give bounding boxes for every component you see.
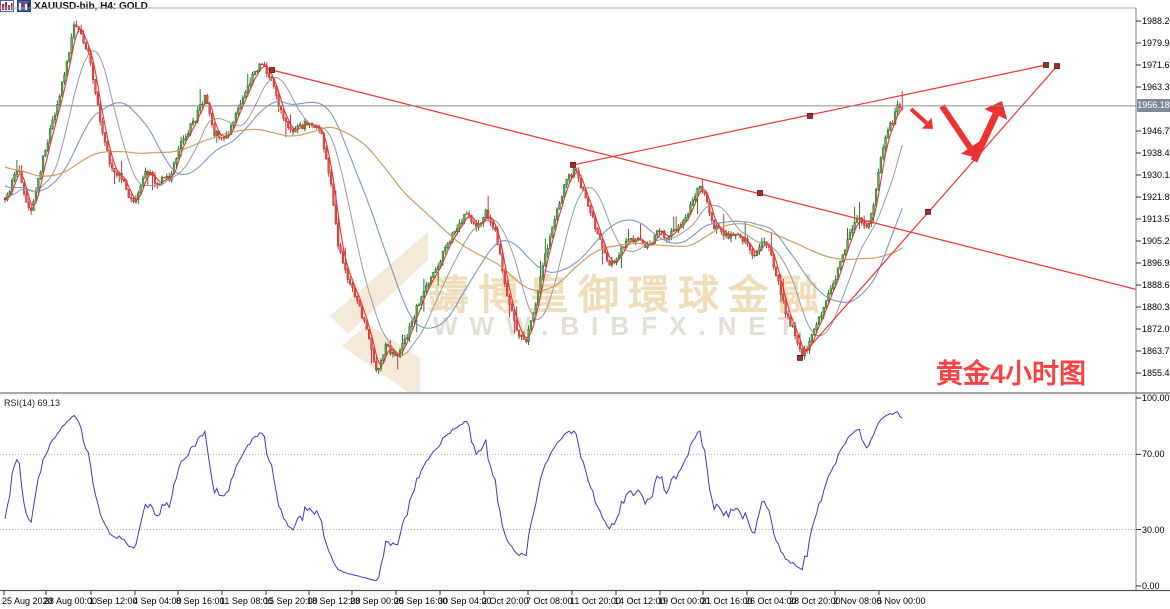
trendline-anchor[interactable] (807, 113, 813, 119)
trendline-anchor[interactable] (1043, 62, 1049, 68)
rsi-axis-label: 0.00 (1142, 581, 1160, 591)
symbol-label-text: XAUUSD-bib, H4: GOLD (34, 0, 148, 12)
rsi-panel (0, 410, 1136, 582)
price-axis-label: 1946.70 (1142, 126, 1170, 136)
price-axis-label: 1988.20 (1142, 16, 1170, 26)
price-axis-label: 1888.60 (1142, 280, 1170, 290)
rsi-line (4, 410, 903, 582)
candlestick-series (3, 20, 904, 374)
time-axis-label: 19 Oct 00:00 (658, 596, 710, 606)
time-axis-label: 15 Sep 20:00 (264, 596, 318, 606)
time-axis-label: 4 Sep 04:00 (133, 596, 182, 606)
price-axis-label: 1872.00 (1142, 324, 1170, 334)
time-axis-label: 11 Sep 08:00 (220, 596, 273, 606)
symbol-label: XAUUSD-bib, H4: GOLD (0, 0, 1170, 12)
watermark-url-text: WWW.BIBFX.NET (433, 311, 806, 341)
price-axis-label: 1938.40 (1142, 148, 1170, 158)
price-axis-label: 1979.90 (1142, 38, 1170, 48)
rsi-axis-label: 100.00 (1142, 393, 1170, 403)
time-axis-label: 28 Oct 20:00 (789, 596, 841, 606)
price-axis-label: 1896.90 (1142, 258, 1170, 268)
time-axis-label: 23 Sep 00:00 (350, 596, 404, 606)
price-axis-label: 1863.70 (1142, 346, 1170, 356)
price-axis-label: 1921.80 (1142, 192, 1170, 202)
time-axis-label: 14 Oct 12:00 (614, 596, 666, 606)
moving-average-line (4, 126, 903, 292)
price-axis-label: 1905.20 (1142, 236, 1170, 246)
rsi-axis-label: 70.00 (1142, 449, 1165, 459)
trendline-anchor[interactable] (797, 354, 803, 361)
rsi-indicator-label: RSI(14) 69.13 (4, 398, 61, 408)
direction-arrow[interactable] (970, 112, 999, 163)
chart-annotation: 黄金4小时图 (936, 359, 1087, 389)
time-axis-label: 2 Oct 20:00 (482, 596, 529, 606)
time-axis-label: 28 Aug 00:00 (44, 596, 98, 606)
price-axis-label: 1930.10 (1142, 170, 1170, 180)
candlestick-chart-icon (17, 0, 31, 12)
moving-average-line (4, 50, 903, 356)
moving-average-line (4, 101, 903, 329)
rsi-axis-label: 30.00 (1142, 525, 1165, 535)
direction-arrow[interactable] (909, 107, 929, 125)
trendline-anchor[interactable] (1054, 63, 1060, 69)
time-axis-label: 25 Sep 16:00 (394, 596, 448, 606)
trendline-anchor[interactable] (757, 190, 763, 196)
time-axis-label: 30 Sep 04:00 (438, 596, 492, 606)
moving-average-line (4, 28, 903, 366)
direction-arrow[interactable] (939, 104, 973, 150)
time-axis-label: 7 Oct 08:00 (526, 596, 573, 606)
time-axis-label: 25 Aug 2020 (2, 596, 53, 606)
trendline-anchor[interactable] (269, 67, 275, 73)
time-axis-label: 18 Sep 12:00 (307, 596, 361, 606)
current-price-tag: 1956.18 (1137, 99, 1170, 112)
watermark-brand-text: 鑄博皇御環球金融 (428, 272, 828, 318)
price-axis-label: 1913.50 (1142, 214, 1170, 224)
price-axis-label: 1963.30 (1142, 82, 1170, 92)
time-axis-label: 2 Nov 08:00 (833, 596, 882, 606)
price-axis-label: 1880.30 (1142, 302, 1170, 312)
time-axis-label: 26 Oct 04:00 (745, 596, 797, 606)
price-axis-label: 1855.40 (1142, 368, 1170, 378)
time-axis-label: 21 Oct 16:00 (701, 596, 753, 606)
time-axis-label: 11 Oct 20:00 (570, 596, 621, 606)
direction-arrow-head (921, 117, 933, 129)
time-axis-label: 8 Sep 16:00 (176, 596, 225, 606)
price-axis-label: 1971.60 (1142, 60, 1170, 70)
trendline-anchor[interactable] (570, 161, 576, 168)
trend-line[interactable] (271, 69, 1170, 298)
time-axis-label: 5 Nov 00:00 (877, 596, 926, 606)
trendline-anchor[interactable] (925, 208, 931, 215)
time-axis-label: 1 Sep 12:00 (89, 596, 138, 606)
